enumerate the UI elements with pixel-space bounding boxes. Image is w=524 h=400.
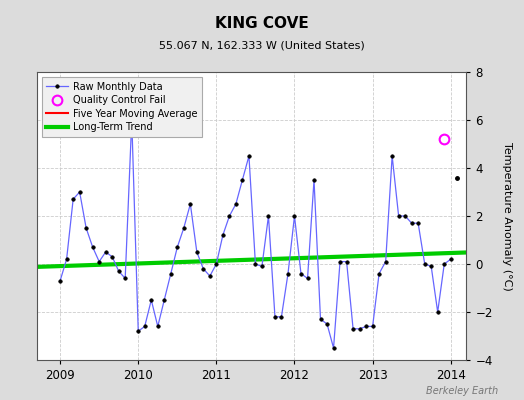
Raw Monthly Data (331, 346, 337, 350)
Raw Monthly Data (57, 278, 63, 283)
Raw Monthly Data (200, 266, 206, 271)
Raw Monthly Data (272, 314, 278, 319)
Line: Raw Monthly Data: Raw Monthly Data (58, 118, 452, 350)
Text: KING COVE: KING COVE (215, 16, 309, 31)
Raw Monthly Data (141, 324, 148, 329)
Y-axis label: Temperature Anomaly (°C): Temperature Anomaly (°C) (502, 142, 512, 290)
Raw Monthly Data (155, 324, 161, 329)
Text: 55.067 N, 162.333 W (United States): 55.067 N, 162.333 W (United States) (159, 40, 365, 50)
Raw Monthly Data (128, 118, 135, 122)
Raw Monthly Data (447, 257, 454, 262)
Raw Monthly Data (298, 271, 304, 276)
Text: Berkeley Earth: Berkeley Earth (425, 386, 498, 396)
Legend: Raw Monthly Data, Quality Control Fail, Five Year Moving Average, Long-Term Tren: Raw Monthly Data, Quality Control Fail, … (41, 77, 202, 137)
Raw Monthly Data (409, 221, 415, 226)
